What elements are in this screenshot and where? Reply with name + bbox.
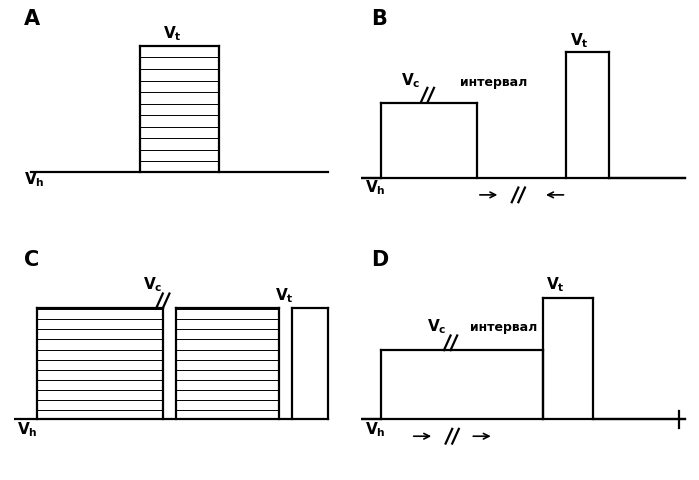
Text: $\mathbf{V_h}$: $\mathbf{V_h}$ [365,420,385,439]
Text: $\mathbf{V_c}$: $\mathbf{V_c}$ [427,317,447,336]
Text: A: A [24,9,40,29]
Text: интервал: интервал [461,76,528,89]
Text: $\mathbf{V_t}$: $\mathbf{V_t}$ [163,24,182,43]
Text: C: C [24,250,39,270]
Text: D: D [371,250,389,270]
Text: $\mathbf{V_c}$: $\mathbf{V_c}$ [143,276,163,294]
Text: $\mathbf{V_h}$: $\mathbf{V_h}$ [365,179,385,197]
Text: $\mathbf{V_c}$: $\mathbf{V_c}$ [401,72,421,90]
Text: интервал: интервал [470,321,538,334]
Text: $\mathbf{V_h}$: $\mathbf{V_h}$ [24,170,45,189]
Text: $\mathbf{V_t}$: $\mathbf{V_t}$ [570,31,589,49]
Text: $\mathbf{V_t}$: $\mathbf{V_t}$ [547,276,565,294]
Text: $\mathbf{V_t}$: $\mathbf{V_t}$ [275,286,294,304]
Text: $\mathbf{V_h}$: $\mathbf{V_h}$ [17,420,38,439]
Text: B: B [371,9,387,29]
